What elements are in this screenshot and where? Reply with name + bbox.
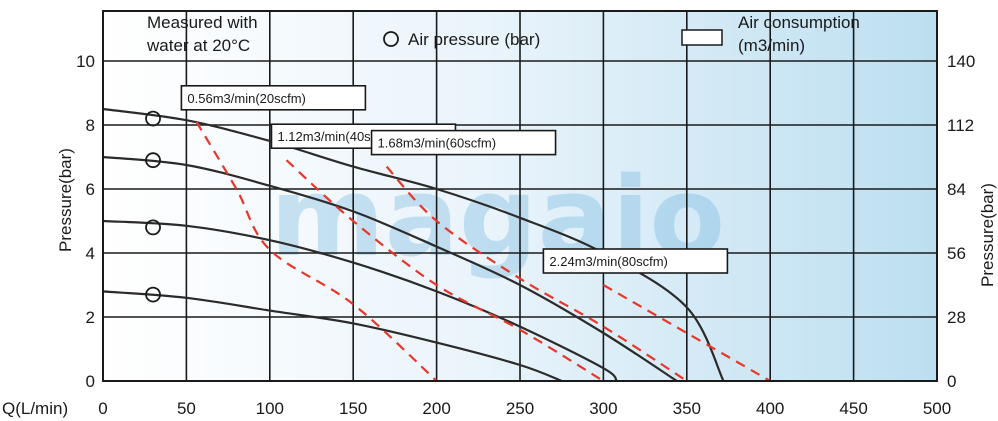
y-right-tick-label: 28 xyxy=(947,308,966,327)
pressure-curve xyxy=(102,290,563,383)
x-tick-label: 350 xyxy=(673,399,701,418)
legend-consumption-label-line1: Air consumption xyxy=(738,13,860,32)
legend-pressure-label: Air pressure (bar) xyxy=(408,30,540,49)
legend: Measured with water at 20°C Air pressure… xyxy=(146,13,860,55)
x-tick-label: 100 xyxy=(256,399,284,418)
y-right-tick-label: 56 xyxy=(947,244,966,263)
air-pressure-markers xyxy=(145,110,161,303)
y-right-tick-label: 84 xyxy=(947,180,966,199)
x-tick-label: 300 xyxy=(589,399,617,418)
consumption-label-text: 1.68m3/min(60scfm) xyxy=(378,136,496,151)
consumption-label-text: 2.24m3/min(80scfm) xyxy=(549,254,667,269)
x-tick-labels: 0 50 100 150 200 250 300 350 400 450 500 xyxy=(98,399,951,418)
consumption-label-box xyxy=(542,248,729,274)
legend-consumption-marker-icon xyxy=(681,29,723,46)
air-pressure-marker xyxy=(145,110,161,127)
y-right-axis-title: Pressure(bar) xyxy=(978,183,997,287)
consumption-labels: 0.56m3/min(20scfm) 1.12m3/min(40scfm)1.68… xyxy=(180,85,729,274)
y-left-tick-label: 4 xyxy=(86,244,95,263)
pressure-curve xyxy=(102,155,678,382)
air-pressure-marker xyxy=(145,219,161,236)
x-tick-label: 500 xyxy=(923,399,951,418)
y-left-tick-labels: 0 2 4 6 8 10 xyxy=(76,52,95,391)
y-left-axis-title: Pressure(bar) xyxy=(56,148,75,252)
air-pressure-marker xyxy=(145,152,161,169)
x-tick-label: 200 xyxy=(422,399,450,418)
legend-pressure-marker-icon xyxy=(383,31,399,47)
air-pressure-marker xyxy=(145,286,161,303)
y-right-tick-label: 112 xyxy=(947,116,974,135)
x-axis-title: Q(L/min) xyxy=(2,399,68,418)
consumption-label-box xyxy=(370,129,557,156)
series-layer xyxy=(102,107,771,383)
legend-note-line1: Measured with xyxy=(147,13,258,32)
air-consumption-curve xyxy=(385,165,688,382)
x-tick-label: 250 xyxy=(506,399,534,418)
y-right-tick-label: 0 xyxy=(947,372,956,391)
air-consumption-curve xyxy=(602,284,771,382)
air-consumption-curve xyxy=(195,121,438,382)
plot-frame xyxy=(102,10,938,382)
consumption-label-text: 1.12m3/min(40scfm) xyxy=(277,129,395,144)
y-left-tick-label: 8 xyxy=(86,116,95,135)
y-left-tick-label: 6 xyxy=(86,180,95,199)
y-left-tick-label: 2 xyxy=(86,308,95,327)
air-consumption-curve xyxy=(285,159,604,382)
x-tick-label: 50 xyxy=(177,399,196,418)
x-tick-label: 0 xyxy=(98,399,107,418)
x-tick-label: 150 xyxy=(339,399,367,418)
pressure-curve xyxy=(102,219,618,382)
consumption-label-text: 0.56m3/min(20scfm) xyxy=(187,91,305,106)
pressure-curve xyxy=(102,107,725,382)
y-left-tick-label: 10 xyxy=(76,52,95,71)
x-tick-label: 400 xyxy=(756,399,784,418)
x-tick-label: 450 xyxy=(839,399,867,418)
y-left-tick-label: 0 xyxy=(86,372,95,391)
consumption-label-box xyxy=(180,85,367,111)
y-right-tick-labels: 0 28 56 84 112 140 xyxy=(947,52,975,391)
legend-note-line2: water at 20°C xyxy=(146,36,250,55)
y-right-tick-label: 140 xyxy=(947,52,975,71)
grid xyxy=(103,11,937,381)
legend-consumption-label-line2: (m3/min) xyxy=(738,36,805,55)
